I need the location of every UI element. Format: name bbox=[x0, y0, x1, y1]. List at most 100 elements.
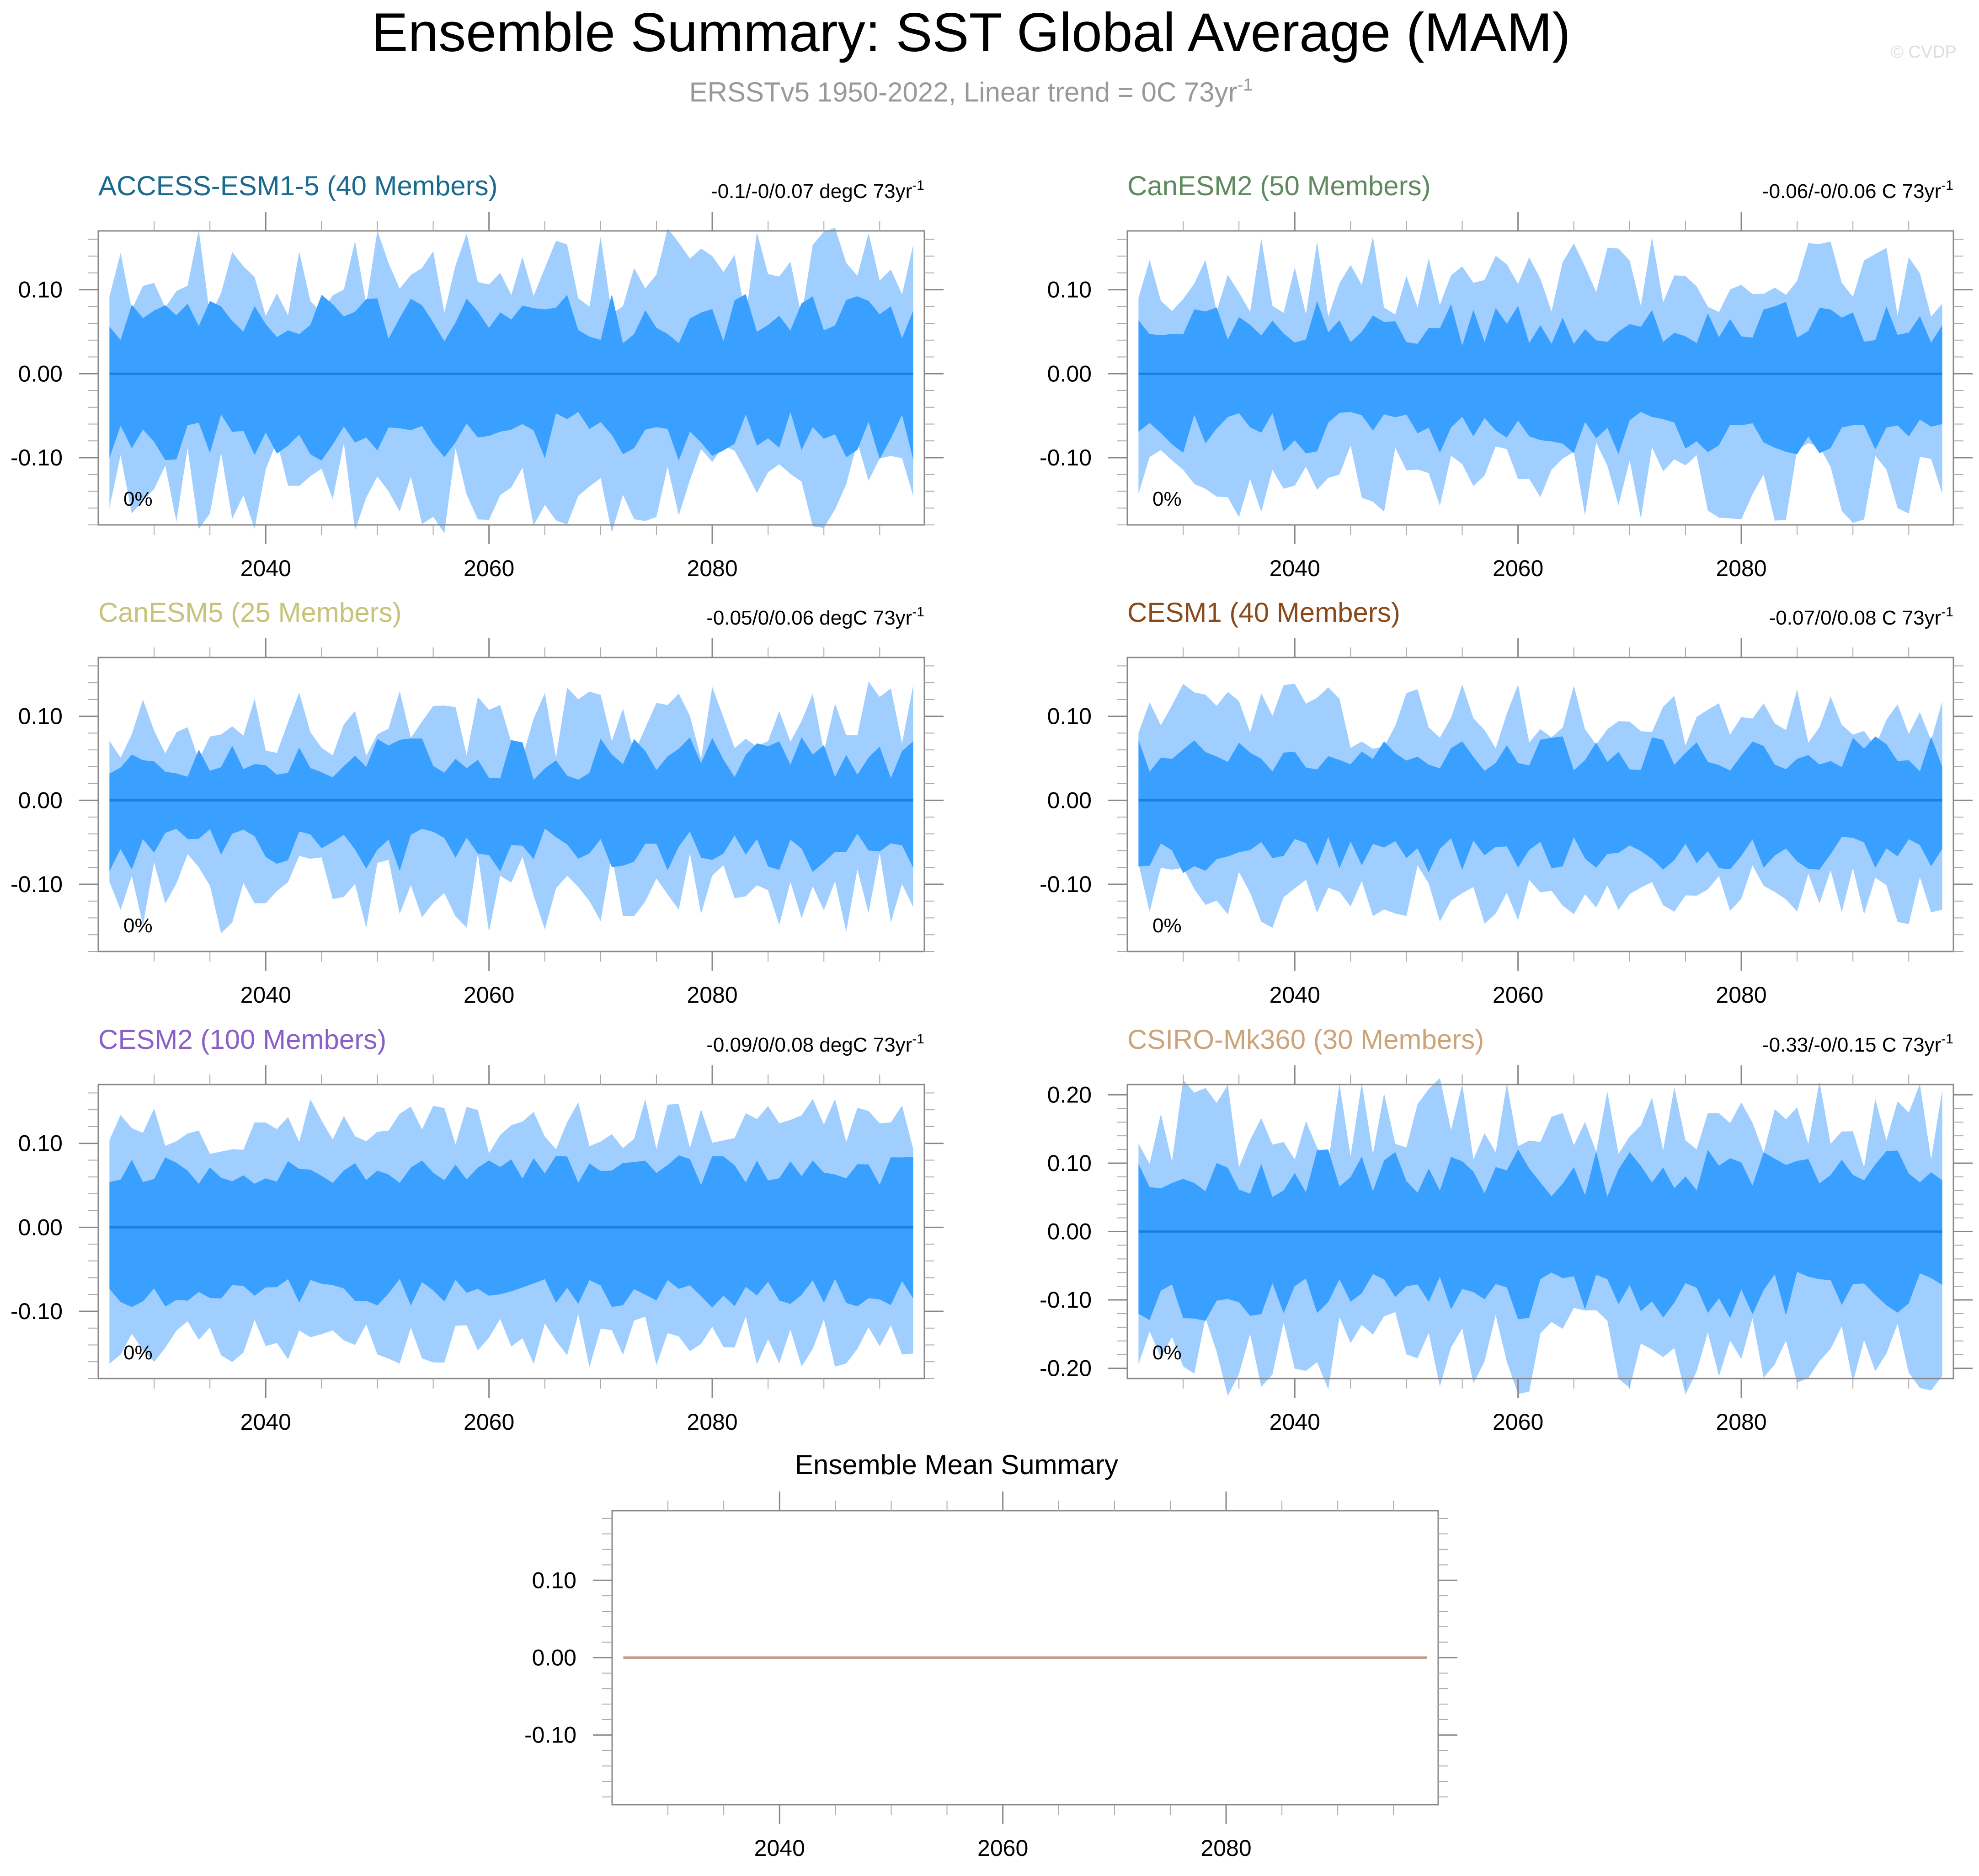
figure-title: Ensemble Summary: SST Global Average (MA… bbox=[371, 2, 1570, 63]
subtitle-sup: -1 bbox=[1238, 75, 1253, 95]
trend-label: -0.07/0/0.08 C 73yr-1 bbox=[1769, 604, 1953, 629]
trend-sup: -1 bbox=[1941, 178, 1953, 193]
y-tick-label: 0.10 bbox=[18, 1131, 63, 1156]
y-tick-label: -0.10 bbox=[1040, 445, 1092, 470]
x-tick-label: 2080 bbox=[687, 1409, 737, 1435]
x-tick-label: 2060 bbox=[1493, 982, 1543, 1008]
x-tick-label: 2040 bbox=[754, 1835, 805, 1861]
x-tick-label: 2060 bbox=[464, 556, 514, 581]
x-tick-label: 2060 bbox=[977, 1835, 1028, 1861]
inner-range-band bbox=[109, 294, 913, 461]
x-tick-label: 2080 bbox=[687, 982, 737, 1008]
x-tick-label: 2080 bbox=[687, 556, 737, 581]
trend-text: -0.1/-0/0.07 degC 73yr bbox=[711, 180, 912, 203]
figure-subtitle: ERSSTv5 1950-2022, Linear trend = 0C 73y… bbox=[689, 75, 1253, 107]
y-tick-label: -0.10 bbox=[11, 871, 63, 897]
trend-sup: -1 bbox=[912, 604, 924, 620]
trend-sup: -1 bbox=[1941, 604, 1953, 620]
trend-label: -0.06/-0/0.06 C 73yr-1 bbox=[1762, 178, 1953, 203]
x-tick-label: 2060 bbox=[464, 982, 514, 1008]
x-tick-label: 2080 bbox=[1716, 556, 1766, 581]
inner-range-band bbox=[1138, 736, 1942, 873]
chart-panel-1: -0.10 0.00 0.10 2040 2060 2080 CanESM2 (50 Mem… bbox=[1040, 171, 1973, 581]
x-tick-label: 2060 bbox=[464, 1409, 514, 1435]
trend-label: -0.05/0/0.06 degC 73yr-1 bbox=[706, 604, 924, 629]
y-tick-label: 0.00 bbox=[1047, 787, 1092, 813]
chart-panel-6: -0.10 0.00 0.10 2040 2060 2080 Ensemble Mean S… bbox=[524, 1449, 1457, 1861]
y-tick-label: 0.20 bbox=[1047, 1082, 1092, 1107]
chart-panel-2: -0.10 0.00 0.10 2040 2060 2080 CanESM5 (25 Mem… bbox=[11, 597, 944, 1008]
percent-label: 0% bbox=[1152, 914, 1182, 937]
y-tick-label: -0.10 bbox=[524, 1722, 576, 1748]
trend-text: -0.07/0/0.08 C 73yr bbox=[1769, 607, 1942, 629]
percent-label: 0% bbox=[123, 1342, 153, 1364]
panel-title: Ensemble Mean Summary bbox=[795, 1449, 1118, 1480]
trend-sup: -1 bbox=[912, 178, 924, 193]
plot-border bbox=[97, 230, 925, 526]
inner-range-band bbox=[1138, 301, 1942, 454]
x-tick-label: 2040 bbox=[240, 982, 291, 1008]
y-tick-label: 0.00 bbox=[18, 787, 63, 813]
plot-border bbox=[97, 657, 925, 952]
chart-panel-5: -0.20 -0.10 0.00 0.10 0.20 2040 2060 2080 CSIRO-… bbox=[1040, 1024, 1973, 1435]
trend-label: -0.33/-0/0.15 C 73yr-1 bbox=[1762, 1032, 1953, 1056]
inner-range-band bbox=[1138, 1149, 1942, 1321]
panel-title: ACCESS-ESM1-5 (40 Members) bbox=[98, 171, 498, 201]
x-tick-label: 2060 bbox=[1493, 1409, 1543, 1435]
y-tick-label: 0.00 bbox=[18, 1214, 63, 1240]
chart-panel-0: -0.10 0.00 0.10 2040 2060 2080 ACCESS-ESM1-5 (… bbox=[11, 171, 944, 581]
watermark: © CVDP bbox=[1891, 43, 1957, 62]
panel-title: CanESM2 (50 Members) bbox=[1127, 171, 1431, 201]
panel-title: CanESM5 (25 Members) bbox=[98, 597, 402, 628]
trend-text: -0.05/0/0.06 degC 73yr bbox=[706, 607, 912, 629]
y-tick-label: 0.10 bbox=[1047, 277, 1092, 303]
x-tick-label: 2040 bbox=[1270, 556, 1320, 581]
y-tick-label: 0.10 bbox=[532, 1567, 576, 1593]
trend-text: -0.33/-0/0.15 C 73yr bbox=[1762, 1034, 1941, 1056]
y-tick-label: 0.10 bbox=[1047, 704, 1092, 729]
inner-range-band bbox=[109, 1155, 913, 1308]
y-tick-label: -0.20 bbox=[1040, 1356, 1092, 1381]
chart-panel-3: -0.10 0.00 0.10 2040 2060 2080 CESM1 (40 Membe… bbox=[1040, 597, 1973, 1008]
trend-text: -0.06/-0/0.06 C 73yr bbox=[1762, 180, 1941, 203]
percent-label: 0% bbox=[123, 914, 153, 937]
x-tick-label: 2040 bbox=[1270, 982, 1320, 1008]
y-tick-label: 0.10 bbox=[1047, 1150, 1092, 1176]
y-tick-label: -0.10 bbox=[1040, 1287, 1092, 1313]
panel-title: CESM2 (100 Members) bbox=[98, 1024, 386, 1055]
y-tick-label: 0.00 bbox=[532, 1645, 576, 1671]
y-tick-label: 0.00 bbox=[1047, 361, 1092, 386]
x-tick-label: 2080 bbox=[1716, 1409, 1766, 1435]
panel-title: CSIRO-Mk360 (30 Members) bbox=[1127, 1024, 1484, 1055]
percent-label: 0% bbox=[1152, 1342, 1182, 1364]
subtitle-text: ERSSTv5 1950-2022, Linear trend = 0C 73y… bbox=[689, 77, 1238, 107]
percent-label: 0% bbox=[1152, 488, 1182, 510]
x-tick-label: 2040 bbox=[240, 1409, 291, 1435]
y-tick-label: 0.00 bbox=[1047, 1219, 1092, 1245]
y-tick-label: -0.10 bbox=[11, 1299, 63, 1324]
plot-border bbox=[97, 1084, 925, 1379]
trend-label: -0.1/-0/0.07 degC 73yr-1 bbox=[711, 178, 924, 203]
y-tick-label: 0.00 bbox=[18, 361, 63, 386]
plot-border bbox=[1126, 657, 1954, 952]
y-tick-label: -0.10 bbox=[1040, 871, 1092, 897]
x-tick-label: 2040 bbox=[240, 556, 291, 581]
trend-text: -0.09/0/0.08 degC 73yr bbox=[706, 1034, 912, 1056]
panels: -0.10 0.00 0.10 2040 2060 2080 ACCESS-ESM1-5 (… bbox=[11, 171, 1973, 1861]
x-tick-label: 2040 bbox=[1270, 1409, 1320, 1435]
chart-panel-4: -0.10 0.00 0.10 2040 2060 2080 CESM2 (100 Memb… bbox=[11, 1024, 944, 1435]
trend-sup: -1 bbox=[912, 1032, 924, 1047]
x-tick-label: 2060 bbox=[1493, 556, 1543, 581]
y-tick-label: -0.10 bbox=[11, 445, 63, 470]
plot-border bbox=[1126, 230, 1954, 526]
percent-label: 0% bbox=[123, 488, 153, 510]
inner-range-band bbox=[109, 737, 913, 872]
y-tick-label: 0.10 bbox=[18, 704, 63, 729]
trend-sup: -1 bbox=[1941, 1032, 1953, 1047]
x-tick-label: 2080 bbox=[1716, 982, 1766, 1008]
x-tick-label: 2080 bbox=[1200, 1835, 1251, 1861]
y-tick-label: 0.10 bbox=[18, 277, 63, 303]
panel-title: CESM1 (40 Members) bbox=[1127, 597, 1400, 628]
trend-label: -0.09/0/0.08 degC 73yr-1 bbox=[706, 1032, 924, 1056]
